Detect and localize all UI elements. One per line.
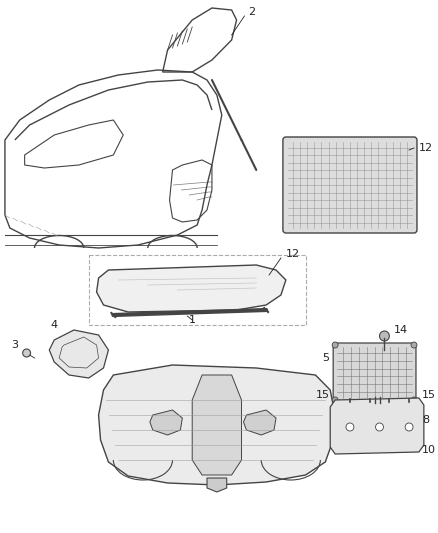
Circle shape [411, 342, 417, 348]
Polygon shape [97, 265, 286, 312]
Circle shape [405, 423, 413, 431]
Text: 12: 12 [286, 249, 300, 259]
Text: 5: 5 [322, 353, 329, 363]
Circle shape [375, 423, 383, 431]
Text: 2: 2 [248, 7, 255, 17]
Text: 4: 4 [51, 320, 58, 330]
Text: 14: 14 [394, 325, 408, 335]
FancyBboxPatch shape [333, 343, 416, 402]
Circle shape [23, 349, 31, 357]
Text: 12: 12 [419, 143, 433, 153]
Circle shape [332, 342, 338, 348]
Polygon shape [207, 478, 227, 492]
Polygon shape [150, 410, 182, 435]
Polygon shape [192, 375, 241, 475]
Text: 10: 10 [422, 445, 436, 455]
Polygon shape [49, 330, 109, 378]
FancyBboxPatch shape [283, 137, 417, 233]
Text: 8: 8 [422, 415, 429, 425]
Circle shape [332, 397, 338, 403]
Polygon shape [244, 410, 276, 435]
Text: 15: 15 [422, 390, 436, 400]
Text: 3: 3 [11, 340, 18, 350]
Circle shape [379, 331, 389, 341]
Text: 15: 15 [316, 390, 330, 400]
Text: 1: 1 [189, 315, 196, 325]
Polygon shape [330, 398, 424, 454]
Circle shape [346, 423, 354, 431]
Polygon shape [99, 365, 335, 485]
Circle shape [411, 397, 417, 403]
